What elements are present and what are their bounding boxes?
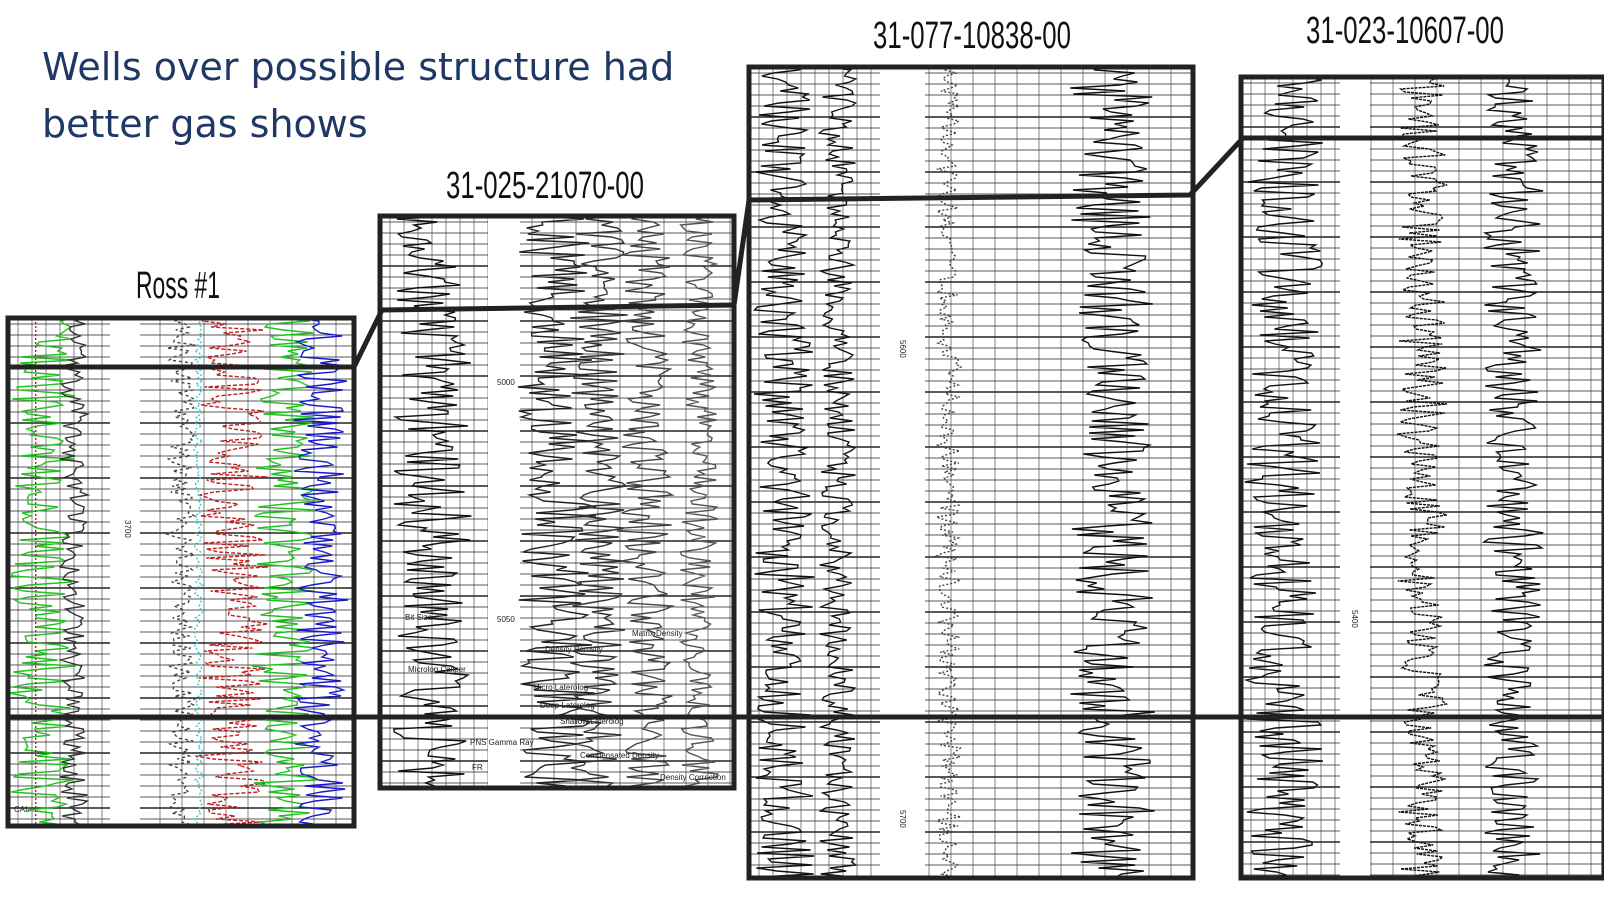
well-name: 31-077-10838-00 [873, 15, 1071, 57]
log-panel [749, 67, 1193, 878]
log-label: 5400 [1350, 610, 1359, 628]
depth-track [110, 318, 140, 826]
log-label: 5000 [497, 378, 515, 387]
log-label: FR [472, 763, 483, 772]
log-label: 5600 [898, 340, 907, 358]
title-line: Wells over possible structure had [42, 45, 674, 89]
title-line: better gas shows [42, 102, 368, 146]
log-label: Density Correction [660, 773, 726, 782]
log-label: PNS Gamma Ray [470, 738, 534, 747]
well-name: Ross #1 [136, 265, 220, 307]
log-label: Microlog Caliper [408, 665, 466, 674]
slide: Wells over possible structure had better… [0, 0, 1604, 899]
depth-track [880, 67, 925, 878]
log-label: Shallow Laterolog [560, 717, 624, 726]
depth-track [1340, 77, 1370, 878]
log-label: 5700 [898, 810, 907, 828]
log-label: Micro Laterolog [533, 683, 588, 692]
log-panel [8, 318, 354, 826]
log-panel [1241, 77, 1604, 878]
log-label: 5050 [497, 615, 515, 624]
log-label: Density Porosity [545, 645, 603, 654]
log-panels [8, 67, 1604, 878]
depth-track [488, 216, 520, 788]
log-label: 3700 [123, 520, 132, 538]
log-label: Bit Size [405, 613, 433, 622]
log-label: Matrix Density [632, 629, 683, 638]
well-name: 31-025-21070-00 [446, 165, 644, 207]
log-label: Deep Laterolog [540, 701, 595, 710]
well-name: 31-023-10607-00 [1306, 10, 1504, 52]
log-label: Compensated Density [580, 751, 659, 760]
log-label: CAL [14, 805, 30, 814]
